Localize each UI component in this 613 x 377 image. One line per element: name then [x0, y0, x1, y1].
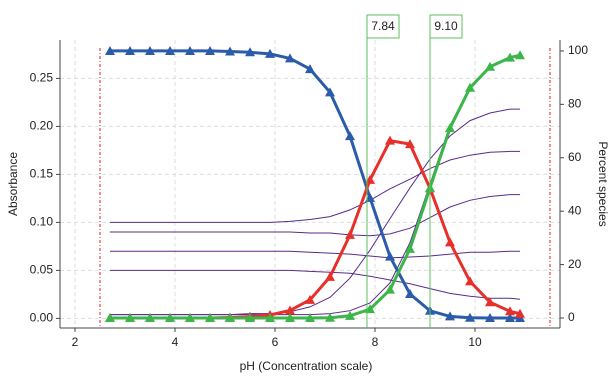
marker: [485, 297, 495, 307]
marker: [305, 312, 315, 322]
marker: [245, 312, 255, 322]
marker: [165, 312, 175, 322]
marker: [385, 284, 395, 294]
x-tick-label: 4: [172, 335, 179, 349]
y2-tick-label: 60: [568, 150, 582, 164]
absorbance-line: [110, 269, 521, 300]
y-tick-label: 0.00: [30, 311, 54, 325]
marker: [285, 312, 295, 322]
y-tick-label: 0.25: [30, 71, 54, 85]
marker: [285, 53, 295, 63]
marker: [205, 312, 215, 322]
marker: [405, 243, 415, 253]
marker: [505, 306, 515, 316]
marker: [445, 311, 455, 321]
marker: [185, 45, 195, 55]
y2-axis-label: Percent species: [596, 141, 610, 226]
marker: [185, 312, 195, 322]
marker: [385, 135, 395, 145]
vline-label-box: [366, 14, 400, 39]
y-tick-label: 0.15: [30, 167, 54, 181]
y-axis-label: Absorbance: [6, 152, 20, 216]
vline-label: 7.84: [371, 19, 395, 33]
marker: [465, 276, 475, 286]
y-tick-label: 0.10: [30, 215, 54, 229]
species-line: [110, 53, 521, 320]
marker: [345, 229, 355, 239]
marker: [305, 64, 315, 74]
y2-tick-label: 100: [568, 43, 588, 57]
marker: [225, 312, 235, 322]
marker: [515, 50, 525, 60]
marker: [445, 237, 455, 247]
x-axis-label: pH (Concentration scale): [240, 359, 373, 373]
marker: [505, 52, 515, 62]
species-line: [110, 49, 520, 320]
y-tick-label: 0.20: [30, 119, 54, 133]
marker: [285, 305, 295, 315]
marker: [145, 312, 155, 322]
x-tick-label: 8: [372, 335, 379, 349]
absorbance-line: [110, 194, 520, 237]
marker: [245, 47, 255, 57]
marker: [105, 312, 115, 322]
y2-tick-label: 40: [568, 203, 582, 217]
marker: [515, 308, 525, 318]
species-line: [110, 139, 521, 320]
marker: [485, 312, 495, 322]
marker: [405, 139, 415, 149]
x-tick-label: 2: [72, 335, 79, 349]
y2-tick-label: 20: [568, 257, 582, 271]
marker: [405, 288, 415, 298]
marker: [445, 123, 455, 133]
marker: [125, 45, 135, 55]
y2-tick-label: 80: [568, 97, 582, 111]
marker: [465, 82, 475, 92]
x-tick-label: 10: [468, 335, 482, 349]
absorbance-line: [110, 54, 521, 316]
vline-label-box: [429, 14, 463, 39]
marker: [125, 312, 135, 322]
marker: [265, 312, 275, 322]
absorbance-line: [110, 150, 520, 223]
marker: [385, 251, 395, 261]
marker: [145, 45, 155, 55]
y2-tick-label: 0: [568, 310, 575, 324]
marker: [505, 312, 515, 322]
marker: [345, 310, 355, 320]
marker: [325, 87, 335, 97]
marker: [465, 312, 475, 322]
marker: [345, 131, 355, 141]
absorbance-line: [110, 250, 520, 259]
marker: [305, 294, 315, 304]
marker: [205, 45, 215, 55]
marker: [325, 271, 335, 281]
absorbance-line: [110, 108, 520, 316]
vline-label: 9.10: [434, 19, 458, 33]
marker: [265, 48, 275, 58]
marker: [105, 45, 115, 55]
x-tick-label: 6: [272, 335, 279, 349]
y-tick-label: 0.05: [30, 263, 54, 277]
marker: [485, 61, 495, 71]
marker: [165, 45, 175, 55]
marker: [325, 312, 335, 322]
marker: [225, 46, 235, 56]
